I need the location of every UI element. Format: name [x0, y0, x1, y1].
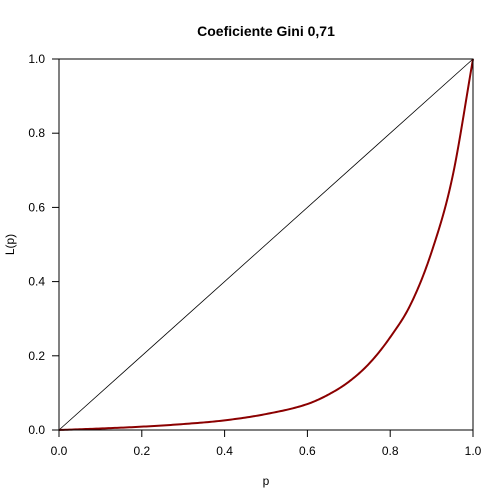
y-tick-label: 0.4	[28, 275, 45, 289]
x-axis-label: p	[263, 474, 270, 488]
x-tick-label: 0.0	[51, 444, 68, 458]
equality-line	[58, 58, 474, 431]
y-tick-label: 0.6	[28, 200, 45, 214]
x-tick-label: 0.6	[299, 444, 316, 458]
plot-frame	[58, 58, 474, 431]
x-tick-label: 0.2	[133, 444, 150, 458]
y-tick-label: 0.0	[28, 423, 45, 437]
chart-title: Coeficiente Gini 0,71	[197, 23, 335, 39]
lorenz-curve	[58, 58, 474, 431]
x-tick-label: 0.4	[216, 444, 233, 458]
y-axis-label: L(p)	[3, 234, 17, 255]
y-tick-label: 1.0	[28, 52, 45, 66]
x-tick-label: 0.8	[382, 444, 399, 458]
y-tick-label: 0.2	[28, 349, 45, 363]
y-tick-label: 0.8	[28, 126, 45, 140]
x-tick-label: 1.0	[465, 444, 482, 458]
